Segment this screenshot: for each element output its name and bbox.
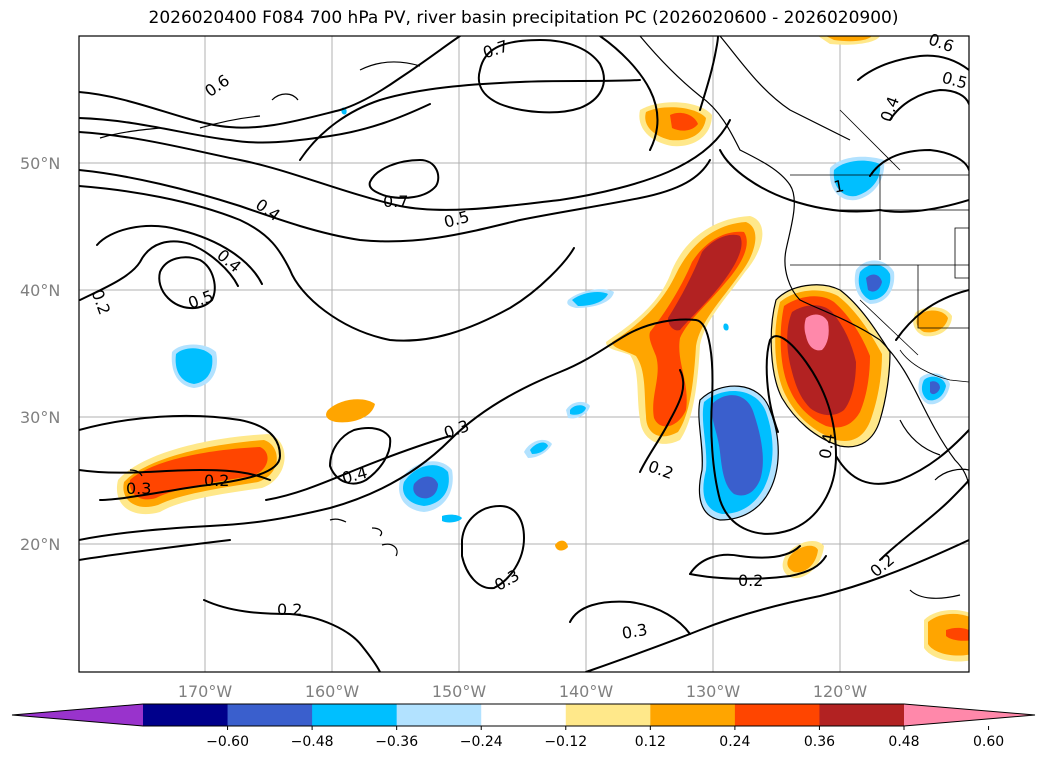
contour-label: 0.7: [383, 192, 408, 211]
colorbar-extend-high: [904, 704, 1035, 726]
colorbar: −0.60 −0.48 −0.36 −0.24 −0.12 0.12 0.24 0.36 0.4…: [11, 703, 1036, 750]
lon-label: 160°W: [305, 682, 360, 701]
colorbar-extend-low: [12, 704, 143, 726]
map-title: 2026020400 F084 700 hPa PV, river basin …: [148, 8, 899, 28]
lon-label: 150°W: [432, 682, 487, 701]
colorbar-tick-label: 0.24: [719, 734, 750, 750]
lat-label: 30°N: [20, 408, 60, 427]
colorbar-tick-label: −0.36: [375, 734, 418, 750]
lon-label: 120°W: [813, 682, 868, 701]
colorbar-segment: [819, 704, 905, 726]
colorbar-segment: [565, 704, 651, 726]
colorbar-segment: [227, 704, 313, 726]
contour-label: 0.4: [815, 432, 838, 460]
colorbar-tick-label: 0.12: [635, 734, 666, 750]
colorbar-tick-label: −0.12: [544, 734, 587, 750]
colorbar-tick-label: 0.36: [804, 734, 835, 750]
lat-label: 20°N: [20, 535, 60, 554]
contour-label: 0.2: [738, 571, 763, 590]
colorbar-outline: [11, 703, 1036, 727]
colorbar-tick-label: −0.24: [460, 734, 503, 750]
contour-label: 1: [832, 176, 845, 196]
colorbar-tick-label: −0.60: [206, 734, 249, 750]
colorbar-segment: [312, 704, 398, 726]
contour-label: 0.2: [277, 600, 302, 619]
lat-label: 50°N: [20, 154, 60, 173]
coastlines: [99, 36, 969, 599]
precip-shading: [116, 36, 969, 662]
colorbar-tick-label: 0.60: [973, 734, 1004, 750]
colorbar-segment: [650, 704, 736, 726]
lon-axis-labels: 170°W 160°W 150°W 140°W 130°W 120°W: [178, 682, 868, 701]
lon-label: 130°W: [686, 682, 741, 701]
contour-label: 0.3: [126, 479, 151, 498]
shading-outlines: [698, 284, 891, 521]
colorbar-segment: [143, 704, 229, 726]
colorbar-segment: [734, 704, 820, 726]
lat-axis-labels: 50°N 40°N 30°N 20°N: [20, 154, 60, 554]
colorbar-tick-label: 0.48: [888, 734, 919, 750]
pv-contours: [79, 36, 969, 672]
colorbar-tick-label: −0.48: [291, 734, 334, 750]
colorbar-segment: [396, 704, 482, 726]
lat-label: 40°N: [20, 281, 60, 300]
contour-label: 0.2: [204, 471, 229, 490]
lon-label: 170°W: [178, 682, 233, 701]
plot-frame: [78, 35, 970, 673]
colorbar-segment: [481, 704, 567, 726]
contour-label: 0.3: [620, 620, 648, 643]
lon-label: 140°W: [559, 682, 614, 701]
borders: [790, 109, 969, 383]
